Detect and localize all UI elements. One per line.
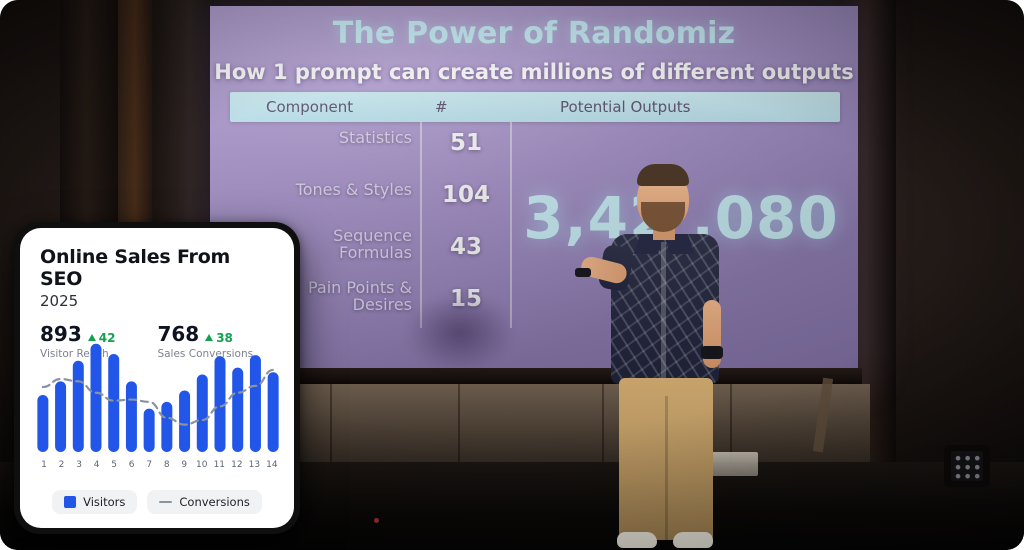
kpi-delta: 38 (205, 331, 233, 345)
x-tick-label: 6 (128, 460, 135, 470)
kpi-label: Sales Conversions (157, 348, 254, 360)
legend-item-conversions[interactable]: Conversions (147, 490, 262, 514)
slide-title: The Power of Randomiz (332, 16, 736, 51)
bar[interactable] (161, 401, 173, 452)
chart-legend: Visitors Conversions (20, 490, 294, 514)
kpi-sales-conversions: 768 38 Sales Conversions (157, 322, 253, 360)
presentation-clicker (575, 268, 591, 277)
legend-label: Conversions (179, 495, 250, 509)
x-tick-label: 10 (196, 460, 208, 470)
slide-row-count: 104 (441, 182, 490, 208)
x-tick-label: 8 (163, 460, 170, 470)
x-tick-label: 14 (266, 460, 278, 470)
x-tick-label: 9 (181, 460, 188, 470)
legend-label: Visitors (83, 495, 126, 509)
card-year: 2025 (40, 292, 79, 310)
x-tick-label: 13 (248, 460, 261, 470)
kpi-delta: 42 (87, 330, 116, 345)
slide-col-count: # (435, 98, 448, 116)
slide-subtitle: How 1 prompt can create millions of diff… (214, 60, 854, 84)
x-tick-label: 3 (76, 460, 82, 470)
kpi-row: 893 42 Visitor Reach 768 38 (40, 322, 274, 360)
slide-col-outputs: Potential Outputs (560, 98, 691, 116)
x-tick-label: 4 (93, 460, 100, 470)
slide-row-count: 43 (449, 234, 482, 260)
conversions-line (41, 368, 275, 426)
bar[interactable] (55, 381, 67, 452)
bar[interactable] (37, 395, 49, 452)
card-title: Online Sales From SEO (40, 246, 231, 290)
stage-light-fixture (944, 445, 990, 487)
x-tick-label: 1 (41, 460, 47, 470)
line-swatch-icon (159, 501, 173, 503)
kpi-value: 893 (40, 322, 82, 346)
floor-marker (374, 518, 379, 523)
sales-chart[interactable] (34, 332, 282, 460)
analytics-card[interactable]: Online Sales From SEO 2025 893 42 Visito… (20, 228, 294, 528)
x-tick-label: 2 (58, 460, 65, 470)
slide-row-label: Statistics (338, 128, 412, 147)
bar[interactable] (125, 381, 137, 452)
bar[interactable] (179, 390, 191, 452)
bar[interactable] (267, 372, 279, 452)
bar[interactable] (143, 408, 155, 452)
bar[interactable] (196, 374, 208, 452)
bar[interactable] (108, 353, 120, 452)
slide-col-component: Component (266, 98, 354, 116)
kpi-delta-value: 38 (216, 330, 233, 345)
kpi-delta-value: 42 (98, 330, 116, 345)
legend-item-visitors[interactable]: Visitors (52, 490, 138, 514)
slide-table-header: Component # Potential Outputs (230, 92, 840, 122)
bar[interactable] (249, 355, 261, 452)
bar[interactable] (214, 356, 226, 452)
slide-row-label: Tones & Styles (295, 180, 412, 199)
x-axis-ticks: 1 2 3 4 5 6 7 8 9 10 11 12 13 14 (34, 460, 282, 470)
stage-riser (210, 384, 870, 462)
bar[interactable] (90, 343, 102, 452)
x-tick-label: 7 (146, 460, 153, 470)
triangle-up-icon (205, 334, 214, 341)
bar-swatch-icon (64, 496, 77, 508)
speaker-figure (575, 150, 765, 550)
bar-series (37, 343, 279, 452)
bar[interactable] (72, 360, 84, 452)
x-tick-label: 11 (213, 460, 226, 470)
kpi-value: 768 (157, 322, 200, 346)
bar[interactable] (232, 367, 244, 452)
slide-row-count: 51 (449, 130, 482, 156)
triangle-up-icon (87, 334, 96, 341)
speaker-shadow (395, 285, 525, 380)
x-tick-label: 12 (231, 460, 243, 470)
x-tick-label: 5 (111, 460, 117, 470)
chart-area[interactable]: 1 2 3 4 5 6 7 8 9 10 11 12 13 14 (34, 332, 282, 482)
